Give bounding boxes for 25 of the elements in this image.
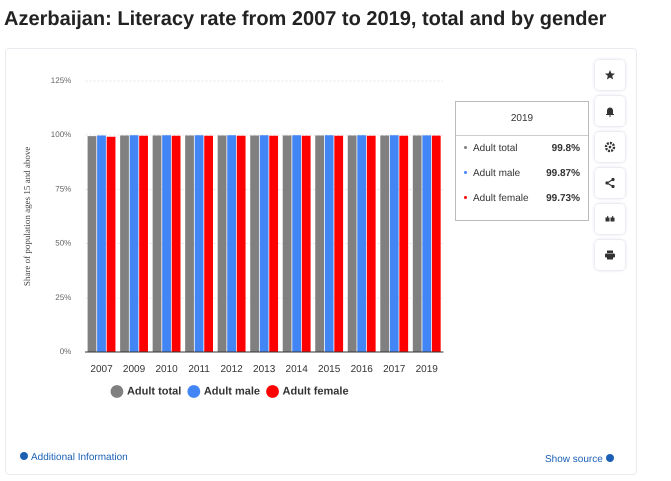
x-tick-label: 2016 [350, 364, 374, 375]
y-tick-label: 75% [55, 184, 72, 194]
x-tick-label: 2010 [155, 364, 178, 375]
chart-title: Azerbaijan: Literacy rate from 2007 to 2019, total and by gender [4, 8, 606, 31]
x-tick-label: 2013 [253, 364, 276, 375]
x-tick-label: 2011 [188, 364, 210, 375]
legend-label: Adult male [204, 386, 260, 398]
x-tick-label: 2015 [318, 364, 341, 375]
x-tick-label: 2019 [416, 364, 438, 375]
text: Show source [545, 454, 604, 465]
tooltip-box: 2019 Adult total 99.8% Adult male 99.87% Adult female 99.73% [455, 101, 589, 221]
legend-label: Adult total [126, 386, 182, 398]
y-tick-label: 100% [50, 130, 72, 140]
x-tick-label: 2014 [286, 364, 308, 375]
text: Additional Information [30, 452, 128, 463]
x-tick-label: 2017 [383, 364, 406, 375]
y-tick-label: 0% [60, 347, 72, 356]
x-tick-label: 2012 [220, 364, 244, 375]
x-tick-label: 2009 [122, 364, 146, 375]
y-tick-label: 125% [50, 76, 72, 86]
y-tick-label: 25% [55, 292, 72, 302]
legend-label: Adult female [282, 386, 349, 398]
y-tick-label: 50% [55, 238, 72, 248]
x-tick-label: 2007 [90, 364, 114, 375]
y-axis-title: Share of population ages 15 and above [22, 146, 32, 286]
